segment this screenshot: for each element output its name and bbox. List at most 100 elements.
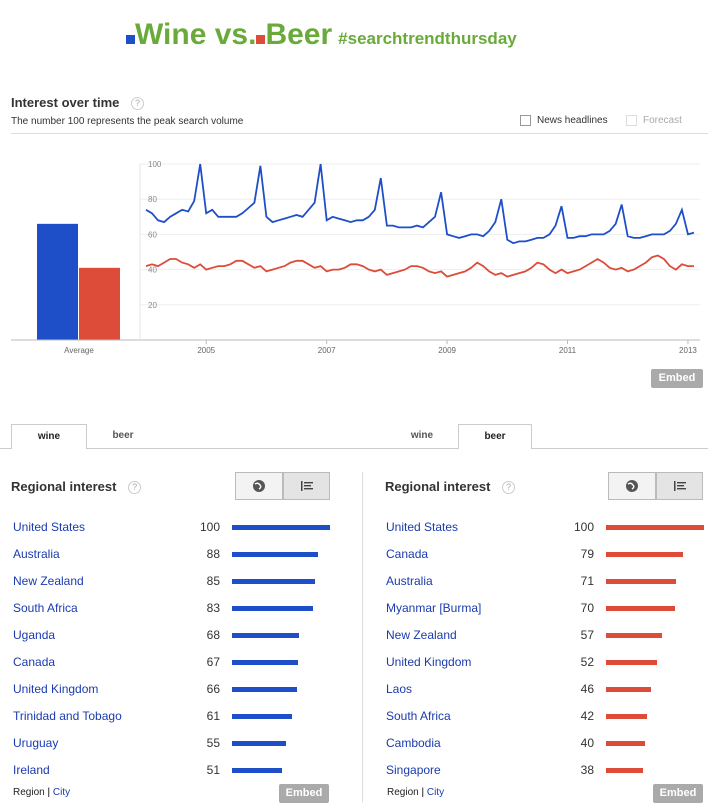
divider	[11, 133, 708, 134]
region-bar	[606, 552, 684, 557]
region-name[interactable]: Canada	[386, 547, 429, 561]
region-bar	[232, 660, 298, 665]
globe-view-button[interactable]	[235, 472, 283, 500]
interest-title-text: Interest over time	[11, 95, 120, 110]
region-value: 61	[206, 709, 220, 723]
region-name[interactable]: United Kingdom	[386, 655, 472, 669]
region-bar	[606, 768, 644, 773]
region-bar	[232, 687, 297, 692]
region-value: 85	[206, 574, 220, 588]
region-name[interactable]: Australia	[386, 574, 433, 588]
region-value: 52	[580, 655, 594, 669]
tab-wine-right[interactable]: wine	[410, 430, 434, 441]
city-link[interactable]: City	[52, 787, 71, 798]
view-toggle-wine	[235, 472, 330, 500]
news-headlines-checkbox[interactable]: News headlines	[520, 115, 608, 126]
region-bar	[606, 606, 675, 611]
city-link[interactable]: City	[426, 787, 445, 798]
average-bar-wine	[37, 223, 78, 340]
beer-square-icon	[256, 35, 266, 44]
average-bar-beer	[79, 267, 120, 340]
region-name[interactable]: New Zealand	[13, 574, 84, 588]
globe-icon	[626, 480, 638, 492]
region-name[interactable]: Uganda	[13, 628, 56, 642]
region-value: 100	[199, 520, 220, 534]
tab-wine-left[interactable]: wine	[11, 424, 87, 449]
region-value: 68	[206, 628, 220, 642]
tab-beer-left[interactable]: beer	[112, 430, 134, 441]
y-tick-label: 20	[148, 301, 157, 310]
average-label: Average	[64, 346, 94, 355]
region-name[interactable]: United Kingdom	[13, 682, 99, 696]
x-tick-label: 2009	[438, 346, 456, 355]
region-name[interactable]: Australia	[13, 547, 60, 561]
region-name[interactable]: Ireland	[13, 763, 50, 777]
region-value: 42	[580, 709, 594, 723]
region-bar	[232, 552, 319, 557]
checkbox-icon[interactable]	[520, 115, 531, 126]
list-view-button[interactable]	[283, 472, 330, 500]
series-line-beer	[145, 254, 694, 278]
list-icon	[674, 481, 686, 491]
checkbox-icon[interactable]	[626, 115, 637, 126]
region-name[interactable]: South Africa	[13, 601, 78, 615]
region-name[interactable]: New Zealand	[386, 628, 457, 642]
forecast-checkbox[interactable]: Forecast	[626, 115, 682, 126]
list-icon	[301, 481, 313, 491]
region-value: 83	[206, 601, 220, 615]
page-title: Wine vs. Beer #searchtrendthursday	[126, 18, 517, 52]
region-label[interactable]: Region	[13, 787, 45, 798]
region-name[interactable]: United States	[386, 520, 459, 534]
region-value: 71	[580, 574, 594, 588]
regional-embed-button-beer[interactable]: Embed	[653, 784, 703, 803]
interest-subtitle: The number 100 represents the peak searc…	[11, 116, 244, 127]
regional-title-beer: Regional interest ?	[385, 479, 516, 495]
x-tick-label: 2013	[679, 346, 697, 355]
region-city-toggle-beer: Region | City	[387, 787, 445, 798]
region-label[interactable]: Region	[387, 787, 419, 798]
region-value: 46	[580, 682, 594, 696]
region-bar	[606, 714, 648, 719]
interest-chart: Average 20 40 60 80 100 2005 2007 2009 2011 2013	[11, 160, 700, 355]
regional-embed-button-wine[interactable]: Embed	[279, 784, 329, 803]
list-view-button[interactable]	[656, 472, 703, 500]
globe-view-button[interactable]	[608, 472, 656, 500]
series-line-wine	[145, 163, 695, 245]
region-name[interactable]: Canada	[13, 655, 56, 669]
region-value: 88	[206, 547, 220, 561]
region-bar	[232, 525, 330, 530]
region-name[interactable]: South Africa	[386, 709, 451, 723]
title-beer: Beer	[265, 18, 333, 51]
region-bar	[606, 660, 657, 665]
chart-embed-button[interactable]: Embed	[651, 369, 703, 388]
region-name[interactable]: Cambodia	[386, 736, 441, 750]
region-name[interactable]: Uruguay	[13, 736, 59, 750]
region-name[interactable]: United States	[13, 520, 86, 534]
help-icon[interactable]: ?	[502, 481, 516, 495]
help-icon[interactable]: ?	[131, 97, 144, 111]
region-name[interactable]: Myanmar [Burma]	[386, 601, 482, 615]
y-tick-label: 40	[148, 266, 157, 275]
region-bar	[232, 579, 316, 584]
panel-separator	[362, 472, 363, 802]
interest-over-time-title: Interest over time ?	[11, 95, 144, 111]
region-value: 57	[580, 628, 594, 642]
x-tick-label: 2005	[197, 346, 215, 355]
hashtag: #searchtrendthursday	[338, 29, 517, 48]
region-value: 100	[573, 520, 594, 534]
region-name[interactable]: Singapore	[386, 763, 441, 777]
region-value: 79	[580, 547, 594, 561]
region-bar	[232, 606, 314, 611]
y-tick-label: 60	[148, 230, 157, 239]
regional-title-wine: Regional interest ?	[11, 479, 142, 495]
region-bar	[232, 741, 286, 746]
y-tick-label: 100	[148, 160, 162, 169]
x-tick-label: 2007	[318, 346, 336, 355]
tab-beer-right[interactable]: beer	[458, 424, 532, 449]
region-name[interactable]: Trinidad and Tobago	[13, 709, 122, 723]
region-value: 38	[580, 763, 594, 777]
help-icon[interactable]: ?	[128, 481, 142, 495]
region-bar	[232, 633, 299, 638]
region-name[interactable]: Laos	[386, 682, 413, 696]
region-bar	[232, 714, 292, 719]
